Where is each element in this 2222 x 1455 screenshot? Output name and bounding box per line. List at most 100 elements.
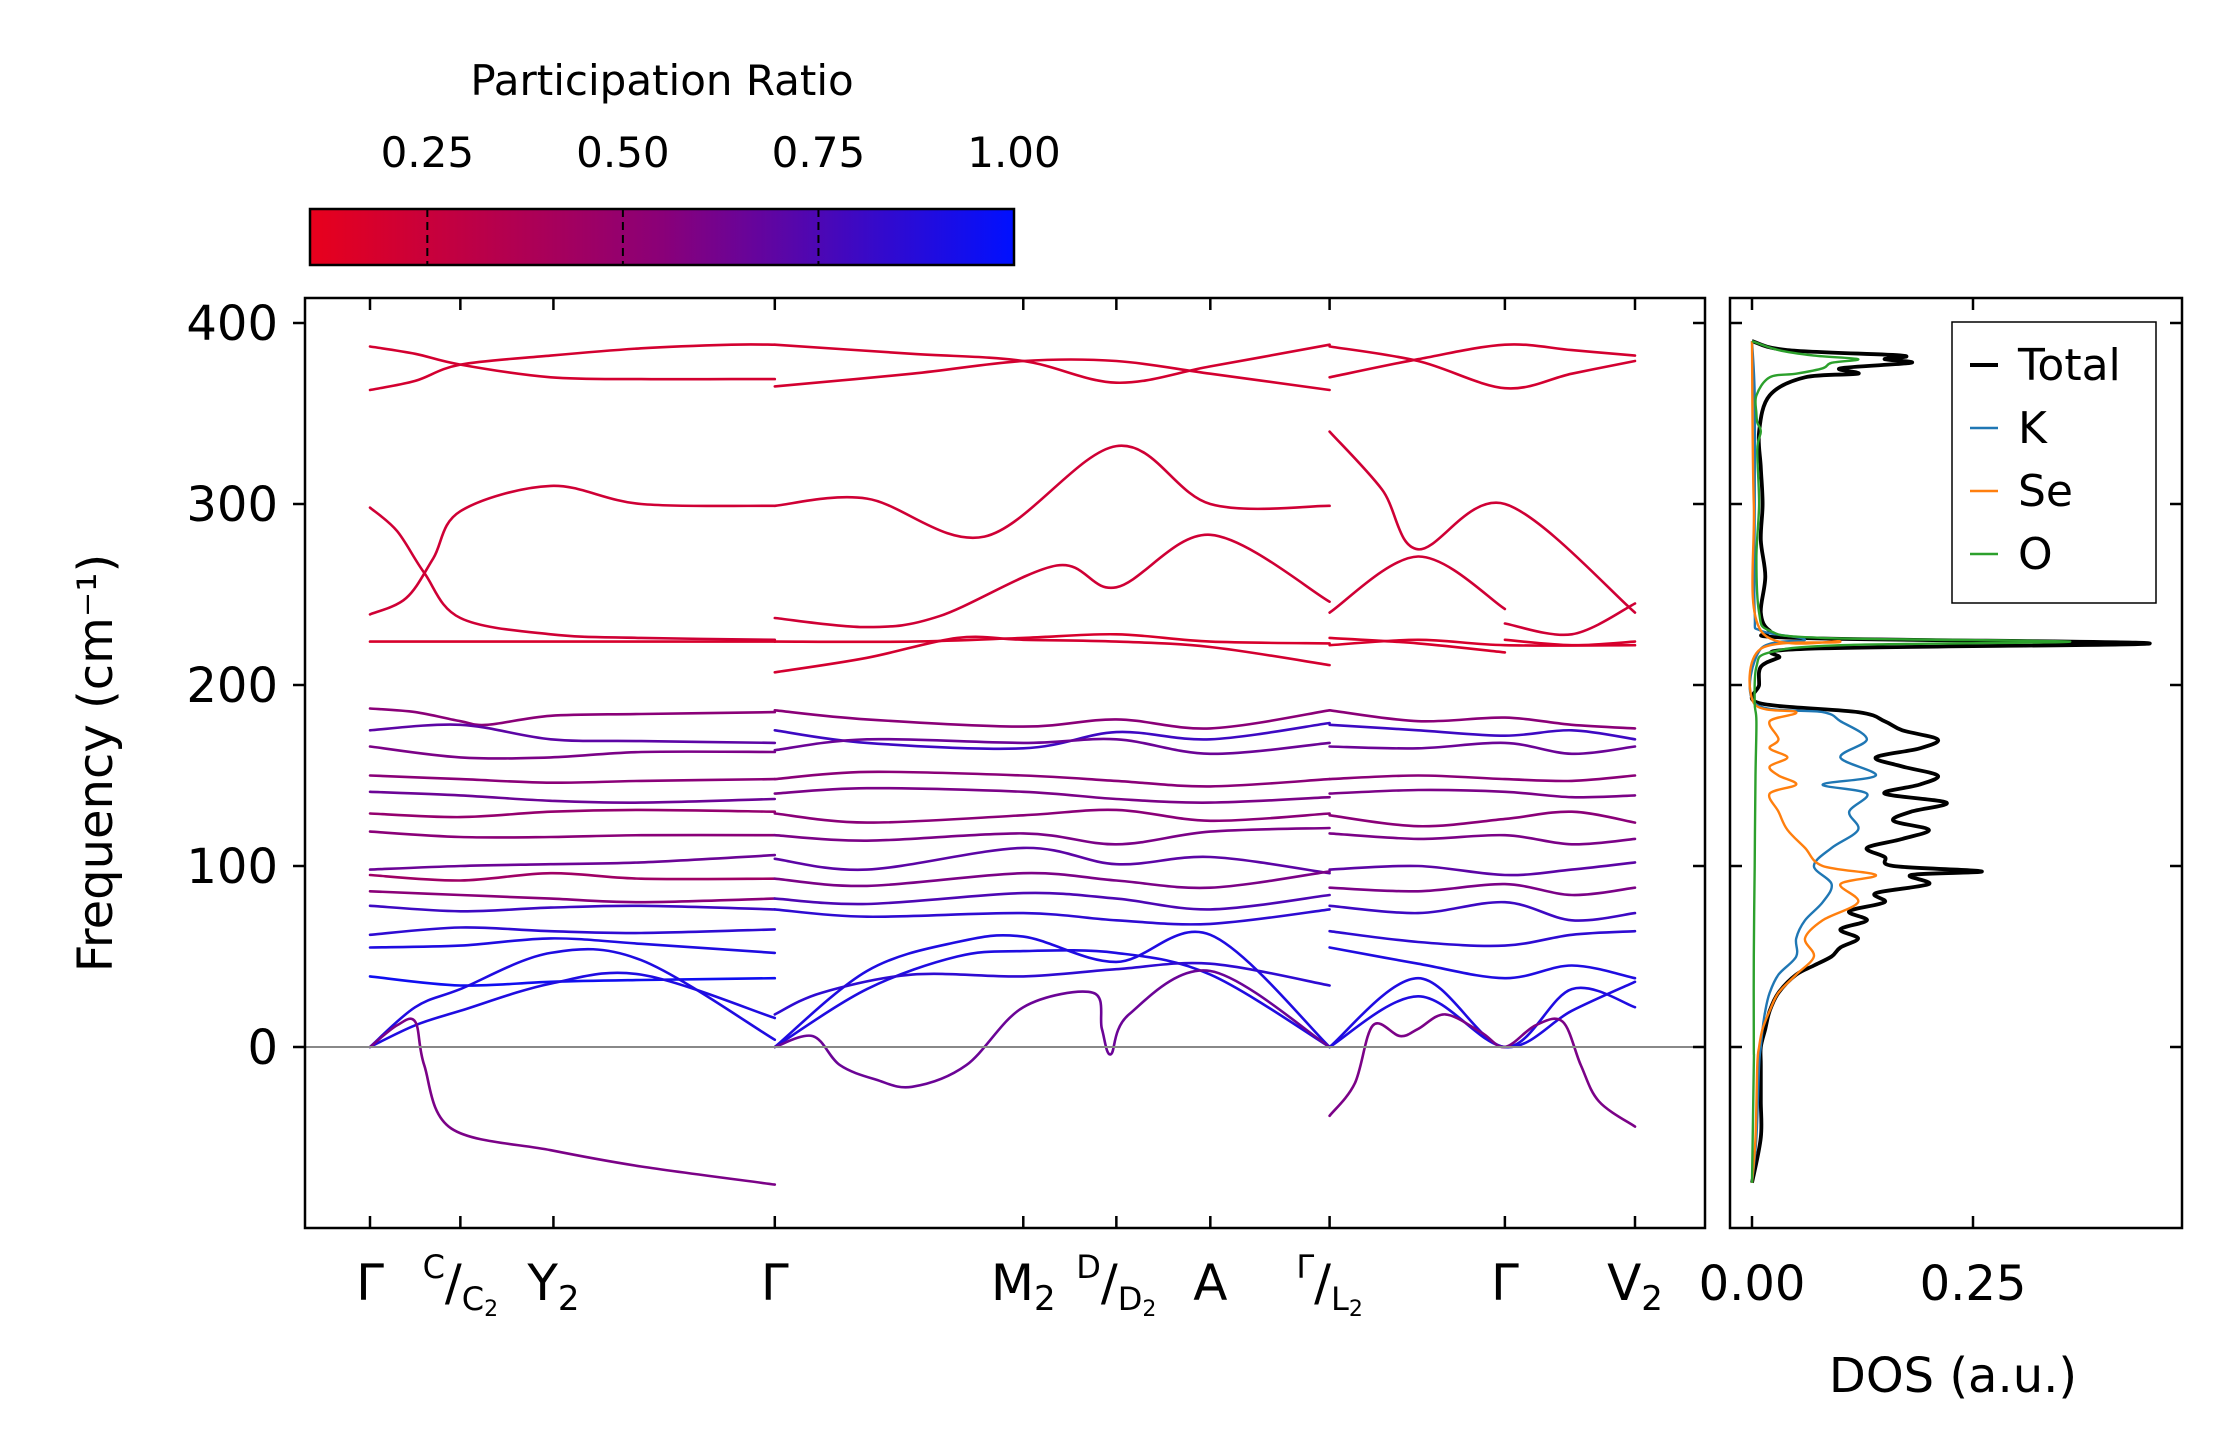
band-line-9 — [773, 533, 1331, 629]
band-line-25 — [368, 830, 777, 839]
k-tick-label: Y2 — [526, 1254, 579, 1319]
band-line-41 — [773, 808, 1331, 824]
band-line-34 — [368, 947, 777, 1049]
legend-label-total: Total — [2017, 340, 2121, 391]
y-tick-label: 100 — [186, 839, 278, 895]
colorbar-tick-label: 0.50 — [576, 128, 670, 177]
k-tick-label: D/D2 — [1076, 1248, 1156, 1322]
k-tick-label: Γ — [356, 1254, 384, 1312]
legend-label-k: K — [2018, 403, 2048, 454]
k-tick-label: Γ/L2 — [1296, 1248, 1363, 1322]
band-line-53 — [1328, 741, 1637, 756]
k-tick-label: A — [1193, 1254, 1227, 1312]
dos-panel: 0.00 0.25 DOS (a.u.) Total K Se O — [1699, 296, 2184, 1404]
band-line-38 — [773, 737, 1331, 756]
band-line-3 — [773, 358, 1331, 392]
band-line-56 — [1328, 810, 1637, 828]
band-line-18 — [1503, 638, 1637, 647]
band-line-33 — [368, 971, 777, 1049]
colorbar-tick-label: 0.75 — [772, 128, 866, 177]
k-tick-label: C/C2 — [423, 1248, 499, 1322]
legend-label-se: Se — [2018, 466, 2073, 517]
band-line-0 — [368, 345, 777, 381]
band-line-22 — [368, 774, 777, 785]
band-axes-frame — [303, 296, 1707, 1230]
band-line-1 — [368, 343, 777, 392]
band-line-7 — [368, 484, 777, 616]
band-line-50 — [773, 969, 1331, 1089]
band-line-55 — [1328, 788, 1637, 799]
dos-line-o — [1750, 339, 2072, 1183]
band-line-36 — [773, 709, 1331, 730]
band-line-46 — [773, 908, 1331, 926]
band-line-44 — [773, 870, 1331, 890]
dos-x-tick-label: 0.00 — [1699, 1256, 1806, 1312]
band-line-52 — [1328, 723, 1637, 741]
band-line-35 — [368, 1017, 777, 1186]
band-line-29 — [368, 904, 777, 913]
band-line-30 — [368, 926, 777, 937]
band-line-40 — [773, 786, 1331, 804]
band-line-2 — [773, 343, 1331, 385]
band-line-39 — [773, 770, 1331, 788]
band-line-32 — [368, 975, 777, 987]
y-axis-ticks: 0 100 200 300 400 — [186, 296, 1705, 1076]
band-line-61 — [1328, 929, 1637, 948]
colorbar-gradient — [308, 207, 1016, 267]
band-line-15 — [773, 635, 1331, 674]
k-path-ticks: Γ C/C2 Y2 Γ M2 D/D2 A Γ/L2 Γ V2 — [356, 298, 1663, 1322]
k-tick-label: V2 — [1607, 1254, 1663, 1319]
band-line-21 — [368, 745, 777, 760]
colorbar-tick-label: 1.00 — [967, 128, 1061, 177]
band-line-8 — [773, 444, 1331, 540]
band-line-42 — [773, 826, 1331, 846]
band-line-51 — [1328, 709, 1637, 730]
band-line-12 — [1503, 602, 1637, 637]
y-tick-label: 300 — [186, 477, 278, 533]
band-line-6 — [368, 506, 777, 642]
band-lines — [368, 343, 1637, 1186]
y-axis-label: Frequency (cm⁻¹) — [68, 554, 124, 972]
dos-line-se — [1748, 341, 1878, 1183]
band-line-10 — [1328, 430, 1637, 614]
y-tick-label: 200 — [186, 658, 278, 714]
band-line-4 — [1328, 343, 1637, 379]
dos-axes-frame — [1728, 296, 2184, 1230]
band-line-57 — [1328, 832, 1637, 846]
y-tick-label: 400 — [186, 296, 278, 352]
band-line-20 — [368, 723, 777, 745]
band-line-48 — [773, 949, 1331, 1049]
band-line-19 — [368, 707, 777, 727]
colorbar-label: Participation Ratio — [470, 56, 853, 105]
band-line-47 — [773, 930, 1331, 1049]
colorbar-ticks: 0.25 0.50 0.75 1.00 — [381, 128, 1061, 265]
band-structure-panel: 0 100 200 300 400 Γ C/C2 Y2 Γ M2 D/D2 A Γ/L2 Γ V2 Fre… — [68, 296, 1707, 1322]
band-line-16 — [1328, 636, 1507, 654]
band-line-23 — [368, 790, 777, 804]
band-line-45 — [773, 891, 1331, 911]
legend-items: Total K Se O — [1970, 340, 2121, 580]
band-line-60 — [1328, 900, 1637, 922]
band-line-62 — [1328, 946, 1637, 980]
legend-label-o: O — [2018, 529, 2053, 580]
band-line-59 — [1328, 882, 1637, 897]
band-line-27 — [368, 871, 777, 882]
band-line-31 — [368, 937, 777, 955]
band-line-54 — [1328, 774, 1637, 783]
band-line-58 — [1328, 861, 1637, 877]
dos-line-total — [1749, 339, 2152, 1184]
dos-line-k — [1748, 341, 1878, 1183]
y-tick-label: 0 — [247, 1020, 278, 1076]
legend-box — [1951, 321, 2157, 604]
band-line-43 — [773, 846, 1331, 875]
band-line-5 — [1328, 345, 1637, 390]
band-line-14 — [773, 632, 1331, 645]
band-line-28 — [368, 890, 777, 904]
colorbar: Participation Ratio 0.25 0.50 0.75 1.00 — [308, 56, 1061, 267]
band-line-24 — [368, 808, 777, 819]
dos-x-tick-label: 0.25 — [1920, 1256, 2027, 1312]
colorbar-tick-label: 0.25 — [381, 128, 475, 177]
band-line-37 — [773, 721, 1331, 751]
band-line-65 — [1328, 1013, 1637, 1128]
